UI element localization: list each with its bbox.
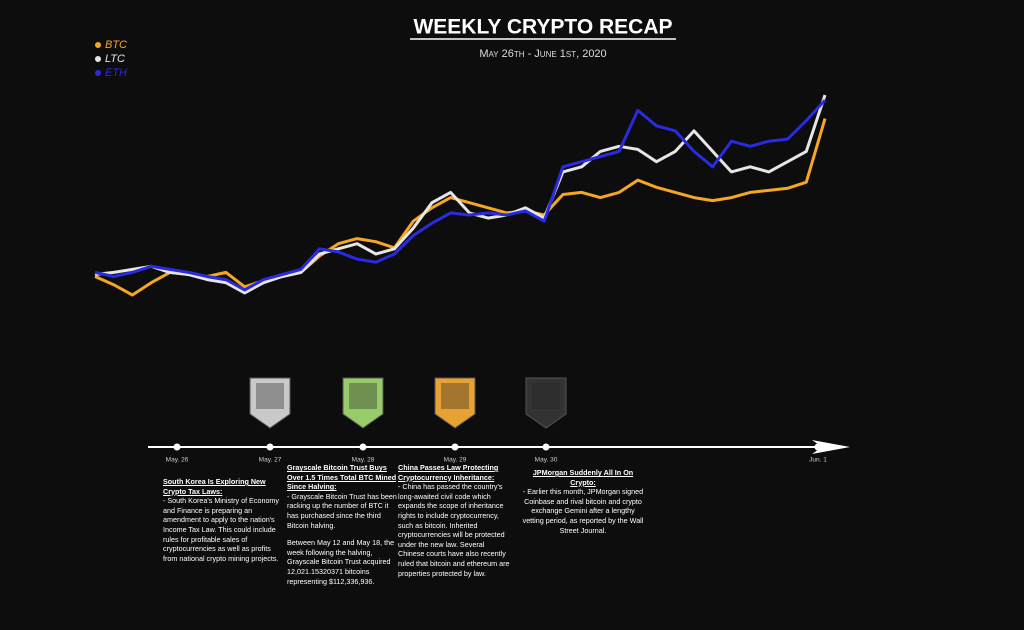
timeline-label: May. 28 — [352, 457, 375, 464]
event-icon — [256, 383, 284, 409]
event-pin — [525, 377, 567, 429]
timeline-dot — [451, 443, 459, 451]
event-icon — [441, 383, 469, 409]
event-note: Grayscale Bitcoin Trust Buys Over 1.5 Ti… — [287, 463, 399, 594]
title: WEEKLY CRYPTO RECAP — [413, 16, 672, 39]
note-title: JPMorgan Suddenly All In On Crypto: — [532, 468, 634, 487]
timeline-dot — [266, 443, 274, 451]
note-title: China Passes Law Protecting Cryptocurren… — [398, 463, 499, 482]
timeline-dot — [814, 443, 822, 451]
legend-label: LTC — [105, 53, 125, 65]
timeline-label: May. 27 — [259, 457, 282, 464]
legend-marker — [95, 56, 101, 62]
note-body: - South Korea's Ministry of Economy and … — [163, 496, 280, 563]
event-icon — [349, 383, 377, 409]
event-pin — [342, 377, 384, 429]
event-icon — [532, 383, 560, 409]
legend-label: ETH — [105, 67, 127, 79]
note-body: Between May 12 and May 18, the week foll… — [287, 538, 395, 586]
note-title: South Korea Is Exploring New Crypto Tax … — [163, 477, 266, 496]
timeline-label: May. 29 — [444, 457, 467, 464]
timeline-arrow — [812, 440, 850, 454]
note-body: - Earlier this month, JPMorgan signed Co… — [522, 487, 644, 535]
note-body: - Grayscale Bitcoin Trust has been racki… — [287, 491, 397, 530]
note-title: Grayscale Bitcoin Trust Buys Over 1.5 Ti… — [287, 463, 397, 492]
legend-marker — [95, 42, 101, 48]
legend-label: BTC — [105, 39, 127, 51]
event-pin — [249, 377, 291, 429]
subtitle: May 26th - June 1st, 2020 — [479, 48, 606, 60]
event-note: South Korea Is Exploring New Crypto Tax … — [163, 477, 281, 571]
timeline-dot — [359, 443, 367, 451]
timeline-label: May. 30 — [535, 457, 558, 464]
timeline-label: Jun. 1 — [809, 457, 827, 464]
event-note: China Passes Law Protecting Cryptocurren… — [398, 463, 510, 586]
timeline-dot — [173, 443, 181, 451]
event-pin — [434, 377, 476, 429]
line-eth — [94, 99, 827, 292]
legend-marker — [95, 70, 101, 76]
timeline-label: May. 26 — [166, 457, 189, 464]
line-btc — [94, 118, 827, 297]
line-ltc — [94, 94, 827, 295]
note-body: - China has passed the country's long-aw… — [398, 482, 510, 578]
event-note: JPMorgan Suddenly All In On Crypto: - Ear… — [520, 468, 646, 543]
timeline-dot — [542, 443, 550, 451]
